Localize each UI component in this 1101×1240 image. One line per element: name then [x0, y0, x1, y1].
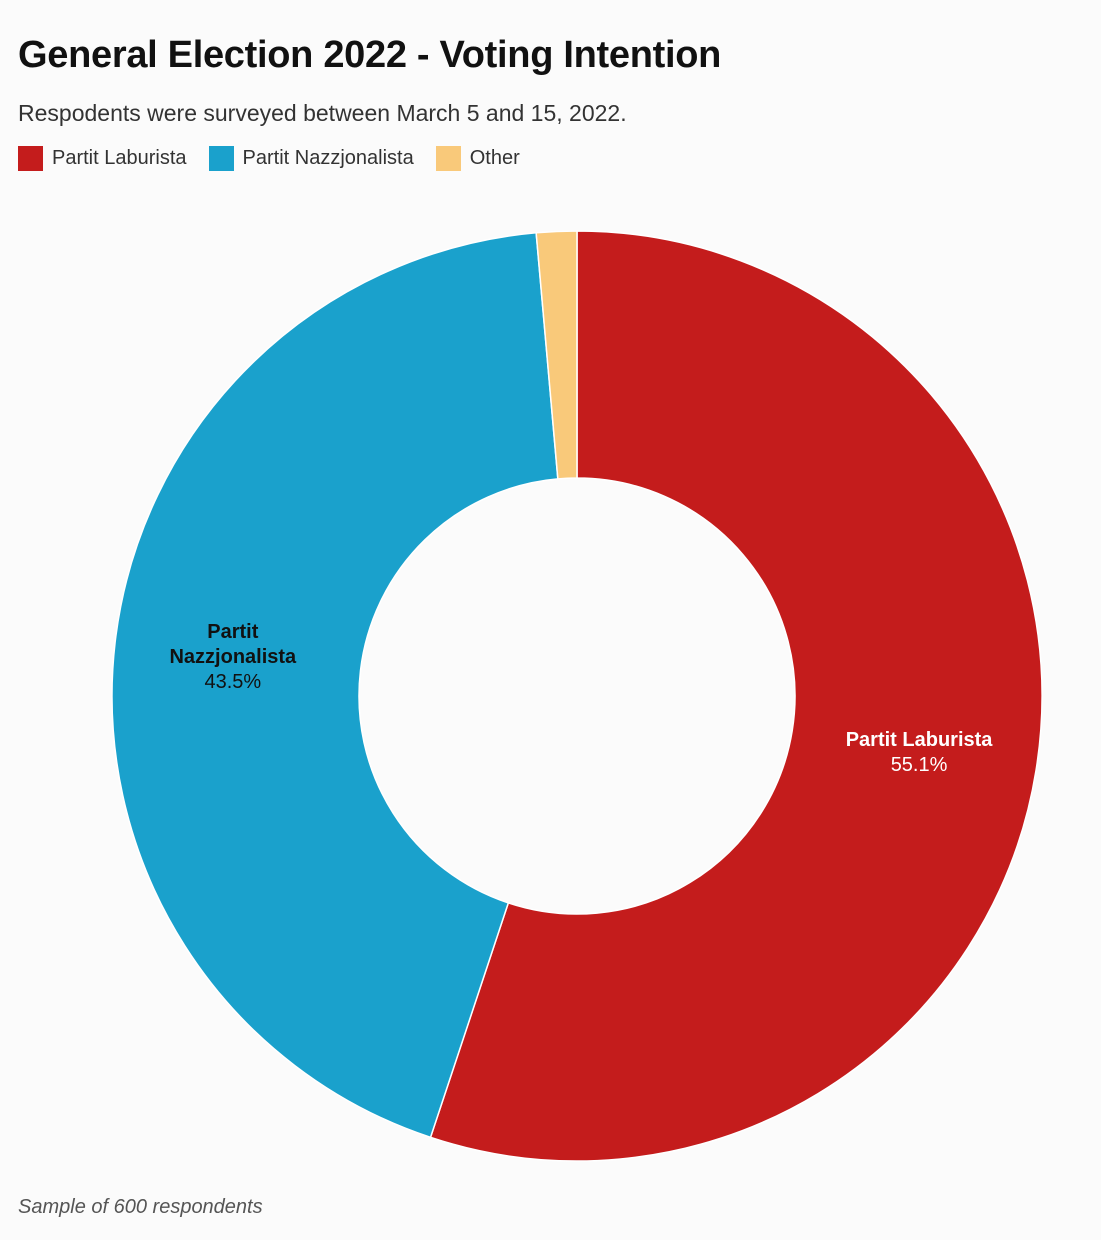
legend-label-partit-nazzjonalista: Partit Nazzjonalista [242, 147, 414, 169]
slice-value-partit-nazzjonalista: 43.5% [204, 671, 261, 693]
slice-other [535, 230, 578, 480]
chart-subtitle: Respodents were surveyed between March 5… [18, 100, 627, 126]
legend-swatch-other [435, 146, 461, 171]
legend-item-other: Other [435, 146, 520, 171]
legend-label-other: Other [469, 147, 520, 169]
slice-label-partit-nazzjonalista-line-1: Partit [207, 621, 258, 643]
legend-swatch-partit-laburista [18, 146, 43, 171]
slice-label-partit-laburista: Partit Laburista [846, 729, 994, 751]
legend-item-partit-laburista: Partit Laburista [18, 146, 187, 171]
slice-value-partit-laburista: 55.1% [891, 754, 948, 776]
footnote: Sample of 600 respondents [18, 1196, 263, 1218]
legend: Partit Laburista Partit Nazzjonalista Ot… [18, 146, 520, 171]
legend-item-partit-nazzjonalista: Partit Nazzjonalista [208, 146, 414, 171]
slice-partit-laburista [429, 230, 1043, 1162]
legend-label-partit-laburista: Partit Laburista [52, 147, 187, 169]
chart-title: General Election 2022 - Voting Intention [18, 34, 722, 76]
legend-swatch-partit-nazzjonalista [208, 146, 234, 171]
slice-partit-nazzjonalista [111, 231, 559, 1139]
slice-label-partit-nazzjonalista-line-2: Nazzjonalista [169, 646, 297, 668]
